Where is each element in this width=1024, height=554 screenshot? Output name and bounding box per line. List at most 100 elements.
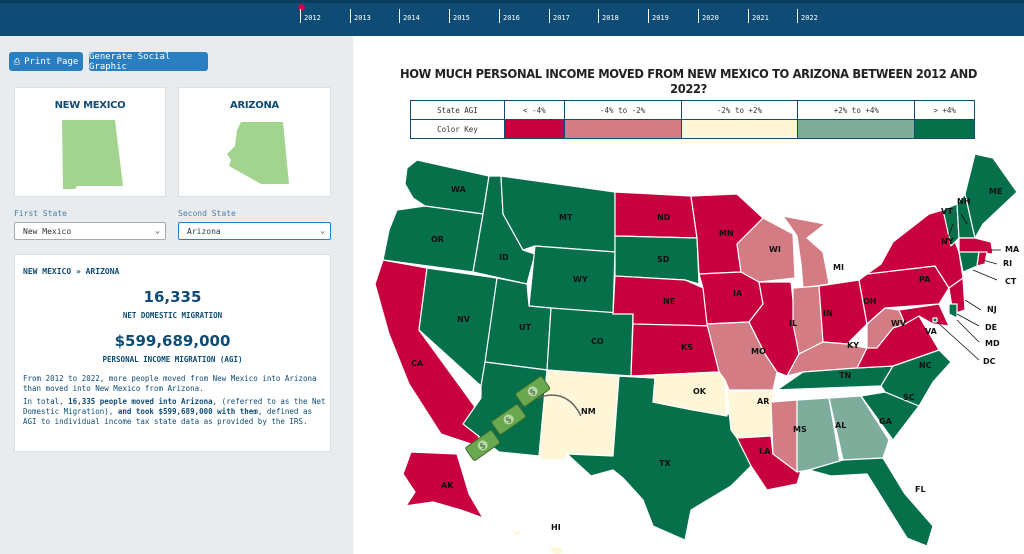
state-label-ca: CA bbox=[411, 359, 424, 368]
state-label-mi: MI bbox=[833, 263, 844, 272]
print-page-button[interactable]: ⎙ Print Page bbox=[9, 52, 83, 71]
state-label-ut: UT bbox=[519, 323, 531, 332]
state-label-ok: OK bbox=[693, 387, 707, 396]
main-panel: HOW MUCH PERSONAL INCOME MOVED FROM NEW … bbox=[353, 36, 1024, 554]
first-state-select[interactable]: New Mexico ⌄ bbox=[14, 222, 166, 240]
new-mexico-shape-icon bbox=[62, 120, 123, 189]
state-ma[interactable] bbox=[958, 237, 994, 255]
state-sd[interactable] bbox=[614, 235, 700, 285]
state-label-nv: NV bbox=[457, 315, 471, 324]
timeline-year-2014[interactable]: 2014 bbox=[399, 9, 420, 23]
state-wi[interactable] bbox=[736, 217, 796, 283]
social-graphic-label: Generate Social Graphic bbox=[89, 51, 171, 72]
state-label-dc: DC bbox=[983, 357, 996, 366]
state-label-ak: AK bbox=[441, 481, 454, 490]
state-label-nc: NC bbox=[919, 361, 932, 370]
state-hi-2[interactable] bbox=[548, 545, 564, 554]
timeline-year-2018[interactable]: 2018 bbox=[598, 9, 619, 23]
state-label-ny: NY bbox=[941, 237, 954, 246]
state-label-id: ID bbox=[499, 253, 509, 262]
state-label-vt: VT bbox=[941, 207, 953, 216]
state-ct[interactable] bbox=[958, 251, 980, 273]
state-label-sd: SD bbox=[657, 255, 670, 264]
state-oh[interactable] bbox=[818, 279, 868, 345]
state-label-nj: NJ bbox=[987, 305, 997, 314]
state-label-fl: FL bbox=[915, 485, 926, 494]
state-label-ri: RI bbox=[1003, 259, 1012, 268]
key-row-label-color: Color Key bbox=[410, 119, 505, 139]
summary-heading: NEW MEXICO » ARIZONA bbox=[23, 267, 120, 276]
state-la[interactable] bbox=[736, 435, 804, 491]
state-label-or: OR bbox=[431, 235, 444, 244]
state-label-nm: NM bbox=[581, 407, 596, 416]
key-bucket-1-label: < -4% bbox=[504, 100, 565, 120]
state-nd[interactable] bbox=[614, 191, 698, 239]
state-label-la: LA bbox=[759, 447, 771, 456]
state-hi-1[interactable] bbox=[512, 529, 522, 537]
second-state-value: Arizona bbox=[187, 227, 221, 236]
timeline-year-2015[interactable]: 2015 bbox=[449, 9, 470, 23]
state-label-ma: MA bbox=[1005, 245, 1020, 254]
state-label-tx: TX bbox=[659, 459, 671, 468]
state-label-co: CO bbox=[591, 337, 604, 346]
state-ri[interactable] bbox=[976, 251, 988, 267]
state-label-hi: HI bbox=[551, 523, 561, 532]
state-wy[interactable] bbox=[528, 245, 616, 315]
net-migration-number: 16,335 bbox=[143, 288, 202, 306]
state-label-va: VA bbox=[925, 327, 938, 336]
key-swatch-2 bbox=[563, 119, 682, 139]
state-ak[interactable] bbox=[392, 451, 484, 527]
state-ks[interactable] bbox=[630, 323, 720, 377]
state-md[interactable] bbox=[898, 303, 950, 327]
second-state-select[interactable]: Arizona ⌄ bbox=[178, 222, 331, 240]
timeline-year-2021[interactable]: 2021 bbox=[748, 9, 769, 23]
state-fl[interactable] bbox=[808, 457, 934, 547]
printer-icon: ⎙ bbox=[13, 56, 21, 66]
second-state-title: ARIZONA bbox=[230, 100, 279, 111]
timeline-selected-marker[interactable] bbox=[298, 4, 305, 11]
summary-card: NEW MEXICO » ARIZONA 16,335 NET DOMESTIC… bbox=[14, 254, 331, 452]
timeline-year-2022[interactable]: 2022 bbox=[797, 9, 818, 23]
color-key-table: State AGI < -4% -4% to -2% -2% to +2% +2… bbox=[410, 100, 975, 139]
us-map: $ $ $ WA OR CA NV ID MT WY UT CO NM TX ND SD NE KS OK MN… bbox=[374, 154, 1020, 554]
state-nm[interactable] bbox=[538, 369, 620, 461]
arizona-shape-icon bbox=[227, 122, 289, 184]
state-wa[interactable] bbox=[404, 159, 490, 215]
key-bucket-4-label: +2% to +4% bbox=[797, 100, 916, 120]
state-label-sc: SC bbox=[903, 393, 915, 402]
agi-number: $599,689,000 bbox=[114, 332, 231, 350]
state-label-ky: KY bbox=[847, 341, 859, 350]
state-ga[interactable] bbox=[828, 395, 890, 461]
state-label-mt: MT bbox=[559, 213, 573, 222]
state-label-me: ME bbox=[989, 187, 1002, 196]
timeline-year-2020[interactable]: 2020 bbox=[698, 9, 719, 23]
key-swatch-5 bbox=[914, 119, 975, 139]
timeline-year-2017[interactable]: 2017 bbox=[549, 9, 570, 23]
key-row-label-agi: State AGI bbox=[410, 100, 505, 120]
state-de[interactable] bbox=[948, 303, 958, 319]
second-state-card: ARIZONA bbox=[178, 87, 331, 197]
state-label-wi: WI bbox=[769, 245, 781, 254]
map-title: HOW MUCH PERSONAL INCOME MOVED FROM NEW … bbox=[399, 66, 978, 96]
key-bucket-5-label: > +4% bbox=[914, 100, 975, 120]
first-state-value: New Mexico bbox=[23, 227, 72, 236]
state-label-wa: WA bbox=[451, 185, 466, 194]
state-dc[interactable] bbox=[932, 317, 938, 323]
timeline-year-2019[interactable]: 2019 bbox=[648, 9, 669, 23]
timeline-year-2016[interactable]: 2016 bbox=[499, 9, 520, 23]
timeline-year-2013[interactable]: 2013 bbox=[350, 9, 371, 23]
state-mt[interactable] bbox=[500, 175, 616, 253]
state-label-ar: AR bbox=[757, 397, 769, 406]
money-bills-icon: $ $ $ bbox=[465, 375, 551, 461]
state-label-ne: NE bbox=[663, 297, 675, 306]
chevron-down-icon: ⌄ bbox=[155, 226, 160, 235]
state-me[interactable] bbox=[964, 154, 1018, 239]
state-label-wy: WY bbox=[573, 275, 588, 284]
first-state-label: First State bbox=[14, 209, 67, 218]
state-label-ms: MS bbox=[793, 425, 807, 434]
state-co[interactable] bbox=[546, 307, 634, 377]
timeline-year-2012[interactable]: 2012 bbox=[300, 9, 321, 23]
key-bucket-3-label: -2% to +2% bbox=[680, 100, 799, 120]
state-label-md: MD bbox=[985, 339, 1000, 348]
generate-social-graphic-button[interactable]: Generate Social Graphic bbox=[89, 51, 208, 72]
